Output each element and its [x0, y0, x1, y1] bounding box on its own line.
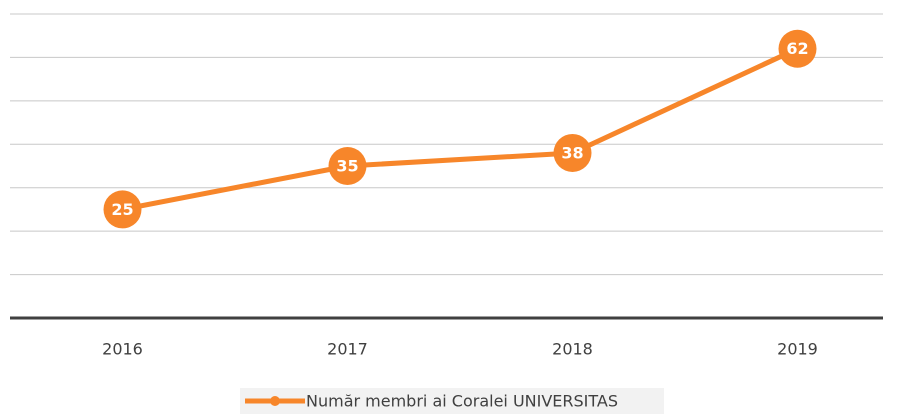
data-point: [778, 29, 817, 68]
legend-box: [240, 388, 664, 414]
x-tick-label: 2016: [102, 340, 143, 359]
x-tick-label: 2018: [552, 340, 593, 359]
data-label: 38: [561, 143, 583, 162]
legend-label: Număr membri ai Coralei UNIVERSITAS: [306, 392, 618, 411]
data-point: [103, 190, 142, 229]
x-tick-label: 2017: [327, 340, 368, 359]
data-point: [553, 133, 592, 172]
data-label: 35: [336, 157, 358, 176]
data-label: 62: [786, 39, 808, 58]
x-tick-label: 2019: [777, 340, 818, 359]
data-point: [328, 147, 367, 185]
legend-marker: [270, 396, 280, 406]
data-label: 25: [111, 200, 133, 219]
series-line: [122, 46, 799, 212]
